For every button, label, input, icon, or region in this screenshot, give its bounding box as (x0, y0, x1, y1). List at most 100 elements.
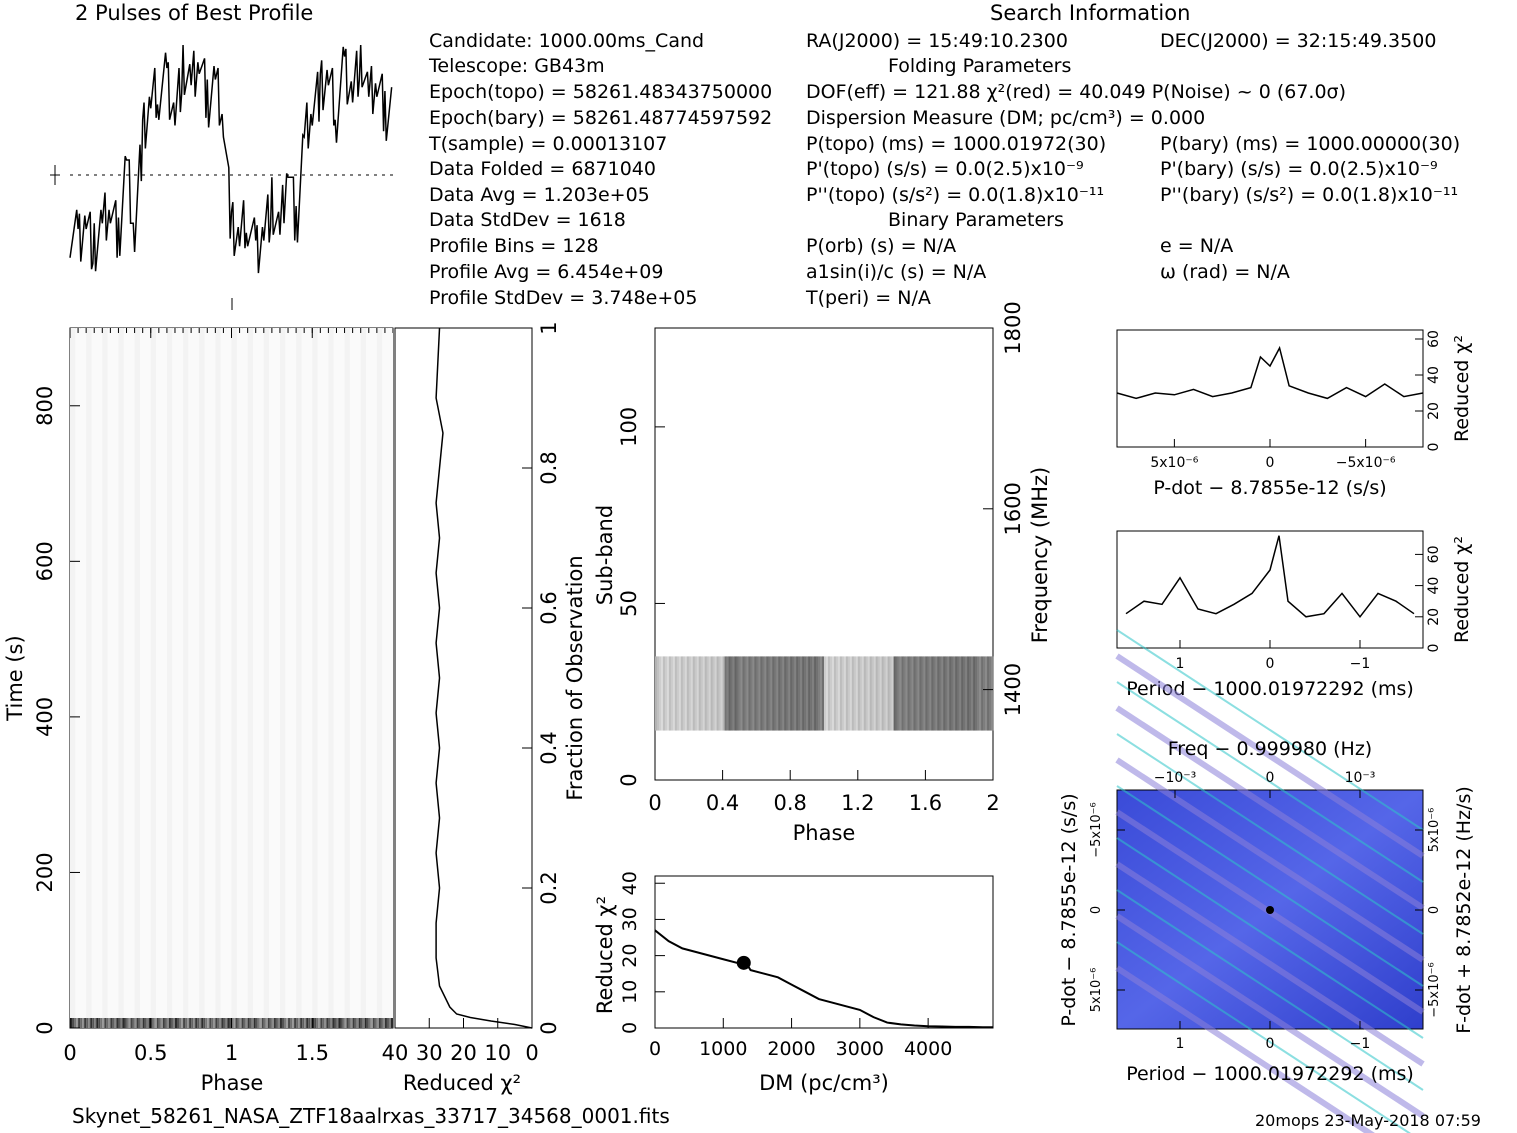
subband-column (698, 656, 702, 731)
time-phase-bottom-cell (94, 1018, 97, 1028)
info-ecc: e = N/A (1160, 235, 1234, 257)
time-phase-bottom-cell (146, 1018, 149, 1028)
time-phase-bottom-cell (390, 1018, 393, 1028)
subband-column (969, 656, 972, 731)
time-phase-xlabel: Phase (201, 1071, 264, 1095)
subband-column (967, 656, 970, 731)
time-phase-bottom-cell (292, 1018, 295, 1028)
time-phase-bottom-cell (364, 1018, 367, 1028)
time-phase-bottom-cell (174, 1018, 177, 1028)
subband-column (979, 656, 982, 731)
subband-column (923, 656, 926, 731)
time-phase-bottom-cell (162, 1018, 165, 1028)
subband-column (933, 656, 936, 731)
subband-column (670, 656, 674, 731)
subband-column (750, 656, 753, 731)
time-phase-bottom-cell (366, 1018, 369, 1028)
info-telescope: Telescope: GB43m (429, 55, 605, 77)
time-chi2-ytick-label: 0.6 (537, 591, 561, 624)
subband-column (704, 656, 707, 731)
time-phase-bottom-cell (104, 1018, 107, 1028)
subband-column (989, 656, 992, 731)
time-phase-ytick-label: 400 (33, 697, 57, 737)
period-pdot-ylabel: P-dot − 8.7855e-12 (s/s) (1058, 793, 1080, 1026)
info-a1: a1sin(i)/c (s) = N/A (806, 261, 987, 283)
subband-column (975, 656, 978, 731)
subband-xtick-label: 0 (648, 791, 661, 815)
pdot_chi2-xlabel: P-dot − 8.7855e-12 (s/s) (1153, 477, 1386, 499)
period-pdot-y2tick-label: 0 (1427, 906, 1442, 914)
subband-column (694, 656, 698, 731)
dm-ytick-label: 30 (619, 907, 641, 931)
info-data-stddev: Data StdDev = 1618 (429, 209, 626, 231)
info-profile-stddev: Profile StdDev = 3.748e+05 (429, 287, 698, 309)
time-phase-bottom-cell (72, 1018, 75, 1028)
subband-column (985, 656, 988, 731)
time-phase-bottom-cell (298, 1018, 301, 1028)
time-phase-bottom-cell (179, 1018, 182, 1028)
dm-ytick-label: 10 (619, 980, 641, 1004)
period-pdot-contour (1115, 965, 1375, 1133)
subband-column (664, 656, 668, 731)
time-phase-bottom-cell (203, 1018, 206, 1028)
time-phase-bottom-cell (193, 1018, 196, 1028)
dm-frame (654, 875, 994, 1029)
period-pdot-contour (1116, 681, 1424, 883)
period-pdot-contour (1115, 757, 1425, 963)
time-phase-bottom-cell (288, 1018, 291, 1028)
time-phase-ytick-label: 200 (33, 852, 57, 892)
time-phase-column (107, 328, 114, 1028)
time-phase-bottom-cell (251, 1018, 254, 1028)
subband-column (768, 656, 771, 731)
subband-column (941, 656, 944, 731)
subband-column (897, 656, 900, 731)
time-phase-bottom-cell (324, 1018, 327, 1028)
time-phase-bottom-cell (338, 1018, 341, 1028)
subband-column (758, 656, 761, 731)
time-phase-bottom-cell (100, 1018, 103, 1028)
info-ra: RA(J2000) = 15:49:10.2300 (806, 30, 1068, 52)
dm-ytick-label: 40 (619, 871, 641, 895)
time-chi2-xtick-label: 20 (450, 1041, 477, 1065)
subband-column (676, 656, 680, 731)
period_chi2-xtick-label: 0 (1266, 656, 1275, 672)
time-phase-bottom-cell (164, 1018, 167, 1028)
time-phase-bottom-cell (312, 1018, 315, 1028)
time-phase-bottom-cell (170, 1018, 173, 1028)
subband-column (931, 656, 934, 731)
subband-column (837, 656, 841, 731)
subband-column (792, 656, 795, 731)
period-pdot-contour (1115, 653, 1425, 859)
period_chi2-line (1125, 535, 1415, 619)
time-phase-column (247, 328, 254, 1028)
time-phase-bottom-cell (199, 1018, 202, 1028)
time-phase-bottom-cell (205, 1018, 208, 1028)
subband-column (780, 656, 783, 731)
info-dm: Dispersion Measure (DM; pc/cm³) = 0.000 (806, 107, 1206, 129)
pdot_chi2-xtick-label: 0 (1266, 455, 1275, 471)
time-phase-bottom-cell (118, 1018, 121, 1028)
time-phase-column (86, 328, 92, 1028)
time-phase-bottom-cell (286, 1018, 289, 1028)
time-phase-column (387, 328, 393, 1028)
time-phase-column (333, 328, 340, 1028)
subband-column (845, 656, 849, 731)
time-chi2-ylabel: Fraction of Observation (563, 555, 587, 800)
subband-column (901, 656, 904, 731)
time-phase-bottom-cell (215, 1018, 218, 1028)
binary-header: Binary Parameters (888, 209, 1064, 231)
period-pdot-y2tick-label: 5x10⁻⁶ (1427, 808, 1442, 853)
subband-column (790, 656, 793, 731)
subband-column (987, 656, 990, 731)
time-phase-bottom-cell (239, 1018, 242, 1028)
time-phase-bottom-cell (86, 1018, 89, 1028)
subband-column (718, 656, 721, 731)
time-phase-bottom-cell (374, 1018, 377, 1028)
pdot_chi2-xtick-label: −5x10⁻⁶ (1336, 455, 1396, 471)
time-phase-bottom-cell (90, 1018, 93, 1028)
subband-column (800, 656, 803, 731)
time-phase-bottom-cell (294, 1018, 297, 1028)
subband-column (825, 656, 829, 731)
subband-column (716, 656, 719, 731)
